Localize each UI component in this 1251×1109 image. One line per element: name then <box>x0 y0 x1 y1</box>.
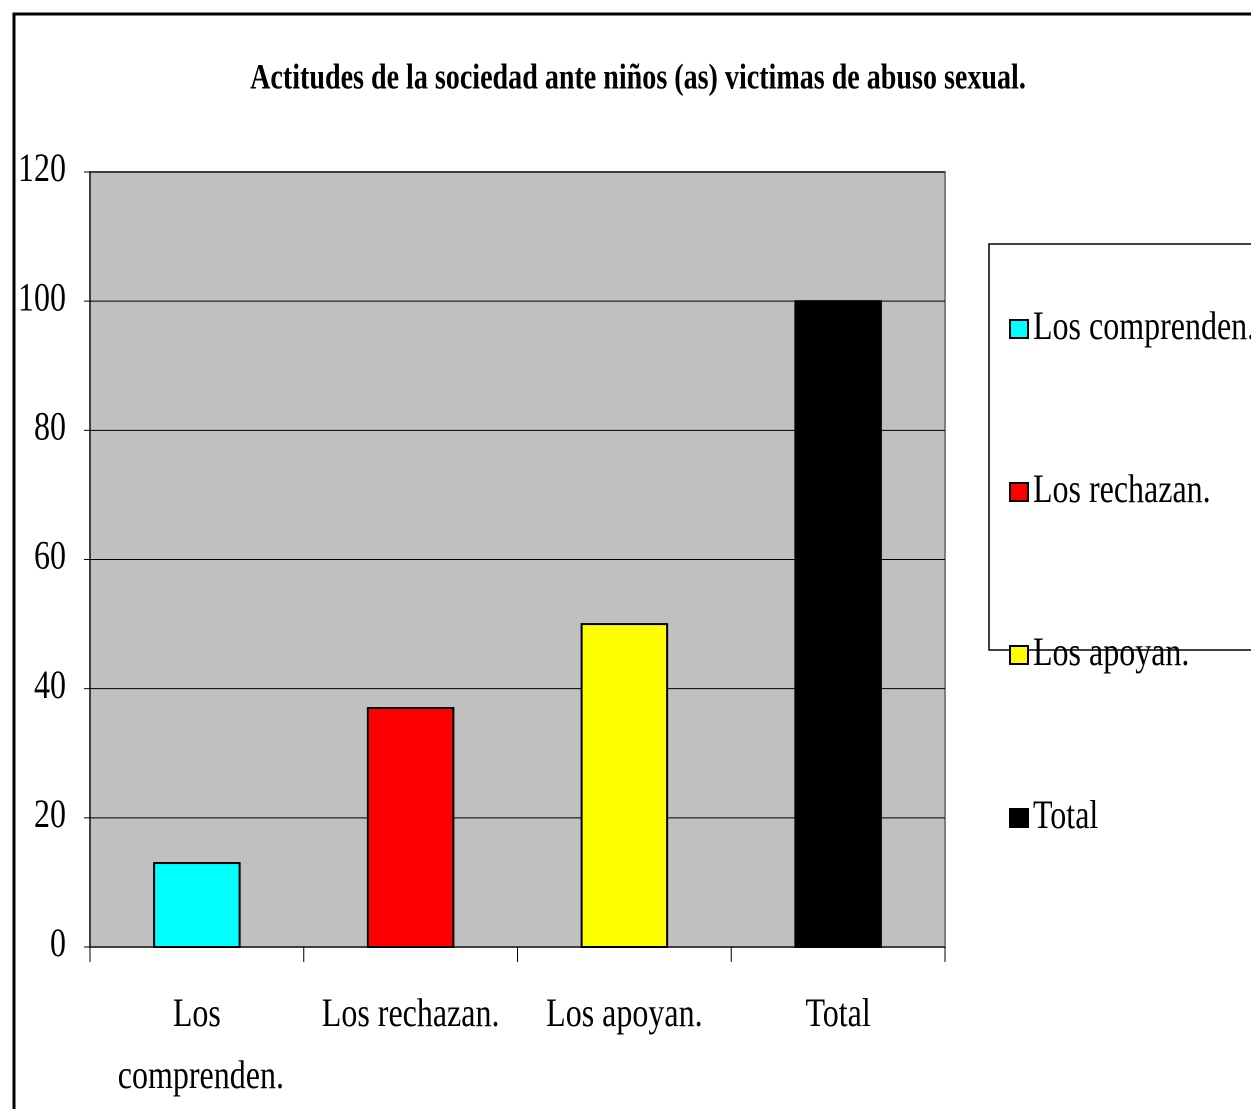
chart-title: Actitudes de la sociedad ante niños (as)… <box>250 56 1026 96</box>
legend-box <box>988 243 1251 651</box>
y-tick-label: 120 <box>18 146 66 190</box>
y-tick-label: 20 <box>34 792 66 836</box>
bar <box>153 862 241 949</box>
legend-swatch <box>1009 645 1029 665</box>
y-tick-label: 80 <box>34 404 66 448</box>
legend-swatch <box>1009 808 1029 828</box>
legend-label: Los comprenden. <box>1033 304 1251 348</box>
x-tick-label: Los comprenden. <box>110 991 284 1097</box>
legend-swatch <box>1009 482 1029 502</box>
bar <box>366 707 455 949</box>
legend-swatch <box>1009 319 1029 339</box>
bar <box>580 623 669 948</box>
legend-label: Los apoyan. <box>1033 630 1189 674</box>
y-tick-label: 100 <box>18 275 66 319</box>
y-tick-label: 0 <box>50 921 66 965</box>
legend-label: Total <box>1033 793 1098 837</box>
y-tick-label: 60 <box>34 533 66 577</box>
y-tick-label: 40 <box>34 663 66 707</box>
legend-label: Los rechazan. <box>1033 467 1211 511</box>
x-tick-label: Total <box>805 991 870 1035</box>
x-tick-label: Los rechazan. <box>322 991 500 1035</box>
bar <box>794 300 882 948</box>
x-tick-label: Los apoyan. <box>546 991 702 1035</box>
